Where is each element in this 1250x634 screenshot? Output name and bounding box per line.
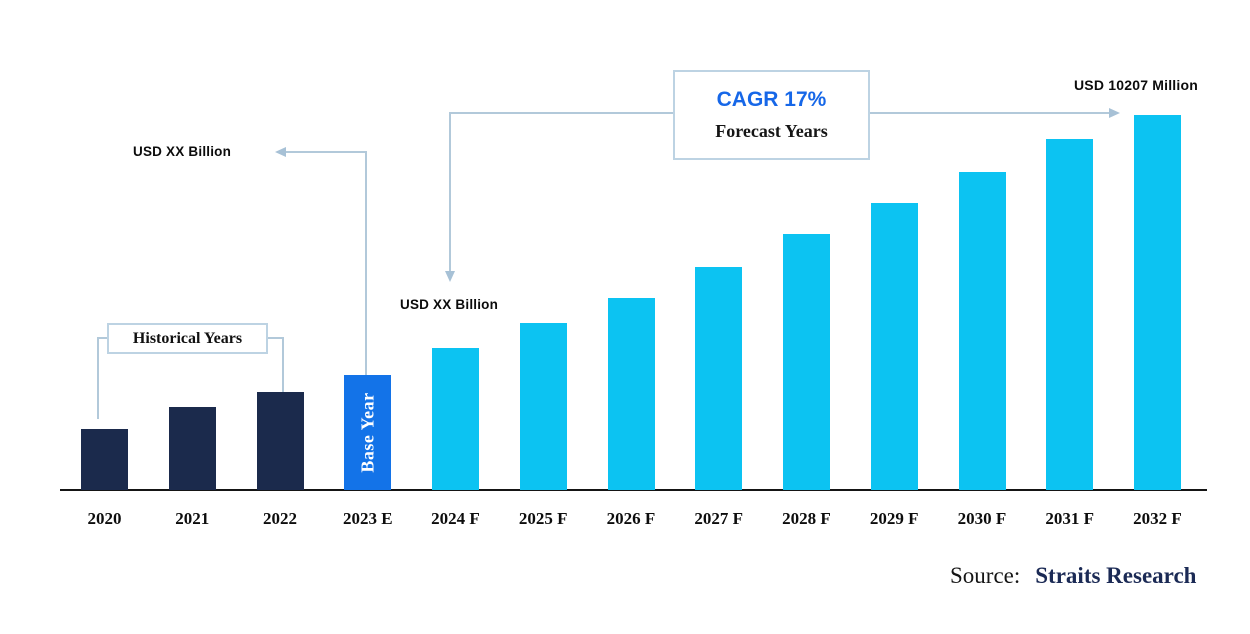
- x-axis-label-2026-f: 2026 F: [606, 509, 656, 528]
- x-axis-label-2029-f: 2029 F: [869, 509, 919, 528]
- x-axis-label-2021: 2021: [175, 509, 210, 528]
- left-arrow-vertical-line: [365, 151, 367, 376]
- bar-2031-f: [1046, 139, 1094, 490]
- bar-2021: [168, 407, 216, 490]
- left-arrow-horizontal-line: [284, 151, 367, 153]
- bar-2024-f: [432, 348, 479, 490]
- x-axis-label-2032-f: 2032 F: [1133, 509, 1182, 528]
- cagr-right-horizontal-line: [870, 112, 1110, 114]
- base-year-text: Base Year: [357, 392, 378, 473]
- source-brand: Straits Research: [1035, 563, 1197, 588]
- x-axis-label-2024-f: 2024 F: [431, 509, 480, 528]
- bar-2020: [81, 429, 128, 490]
- bar-2032-f: [1134, 115, 1181, 490]
- historical-years-box: Historical Years: [107, 323, 268, 354]
- historical-bracket-left-stub: [97, 337, 109, 339]
- x-axis-label-2023-e: 2023 E: [342, 509, 393, 528]
- cagr-value-label: CAGR 17%: [716, 88, 827, 111]
- x-axis-line: [60, 489, 1207, 491]
- cagr-down-vertical-line: [449, 112, 451, 272]
- right-arrowhead-icon: [1109, 108, 1120, 118]
- source-line: Source: Straits Research: [950, 563, 1196, 589]
- usd-xx-billion-mid-label: USD XX Billion: [400, 297, 499, 312]
- bar-2030-f: [958, 172, 1006, 490]
- bar-2022: [256, 392, 304, 490]
- bar-2027-f: [695, 267, 743, 490]
- x-axis-label-2028-f: 2028 F: [782, 509, 831, 528]
- x-axis-label-2031-f: 2031 F: [1045, 509, 1095, 528]
- x-axis-label-2027-f: 2027 F: [694, 509, 744, 528]
- x-axis-label-2020: 2020: [87, 509, 122, 528]
- source-prefix: Source:: [950, 563, 1021, 588]
- left-arrowhead-icon: [275, 147, 286, 157]
- usd-xx-billion-left-label: USD XX Billion: [133, 144, 232, 159]
- bar-2026-f: [607, 298, 655, 490]
- down-arrowhead-icon: [445, 271, 455, 282]
- bar-2023-e: [344, 375, 392, 490]
- bar-2025-f: [519, 323, 567, 490]
- usd-final-value-label: USD 10207 Million: [1074, 77, 1198, 93]
- historical-years-label: Historical Years: [132, 329, 243, 347]
- historical-bracket-right-line: [282, 337, 284, 393]
- bar-2029-f: [870, 203, 918, 490]
- historical-bracket-right-stub: [266, 337, 284, 339]
- x-axis-label-2022: 2022: [263, 509, 297, 528]
- forecast-years-label: Forecast Years: [715, 121, 828, 141]
- cagr-forecast-box: CAGR 17% Forecast Years: [673, 70, 870, 160]
- x-axis-label-2030-f: 2030 F: [957, 509, 1007, 528]
- base-year-bar-label: Base Year: [344, 375, 391, 490]
- historical-bracket-left-line: [97, 337, 99, 419]
- cagr-left-horizontal-line: [449, 112, 673, 114]
- x-axis-label-2025-f: 2025 F: [518, 509, 568, 528]
- bar-2028-f: [783, 234, 830, 490]
